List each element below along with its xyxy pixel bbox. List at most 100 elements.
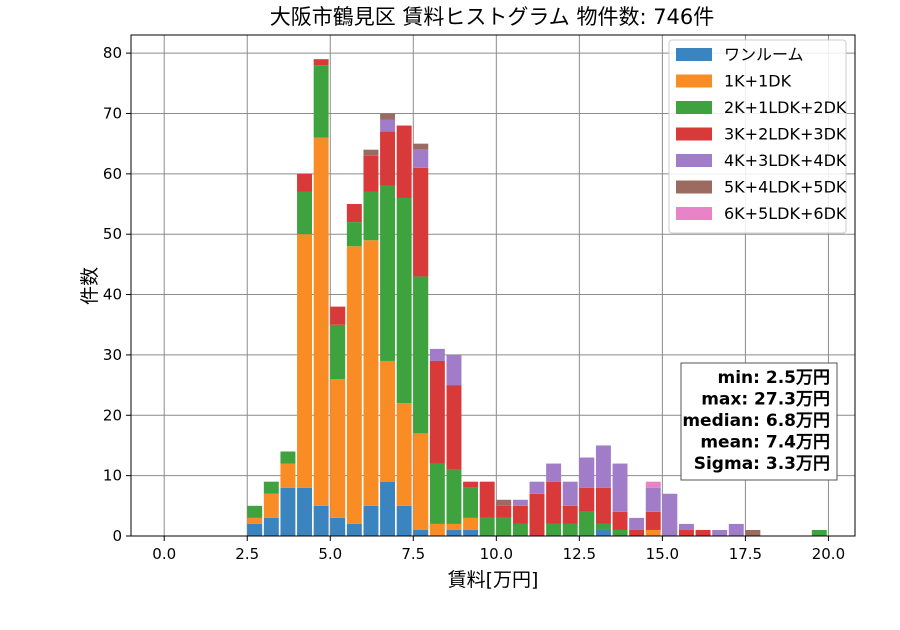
legend-label: 3K+2LDK+3DK	[724, 125, 847, 144]
bar-segment	[446, 354, 462, 386]
bar-segment	[413, 276, 429, 434]
bar-segment	[396, 125, 412, 198]
y-tick-label: 60	[103, 165, 122, 183]
bar-segment	[562, 505, 578, 524]
legend-swatch	[676, 207, 712, 220]
bar-segment	[297, 191, 312, 235]
bar-segment	[330, 517, 346, 536]
bar-segment	[595, 487, 611, 524]
bar-segment	[562, 523, 578, 536]
y-tick-label: 10	[103, 467, 122, 485]
bar-segment	[529, 481, 545, 494]
bar-segment	[629, 529, 645, 536]
bar-segment	[595, 445, 611, 488]
x-axis-label: 賃料[万円]	[448, 569, 539, 591]
x-tick-label: 7.5	[401, 545, 425, 563]
legend-label: 4K+3LDK+4DK	[724, 151, 847, 170]
x-tick-label: 17.5	[729, 545, 762, 563]
bar-segment	[446, 523, 462, 530]
bar-segment	[380, 131, 396, 186]
bar-segment	[297, 173, 312, 192]
bar-segment	[479, 517, 495, 536]
bar-segment	[579, 511, 595, 536]
y-tick-label: 70	[103, 104, 122, 122]
bar-segment	[512, 499, 528, 506]
bar-segment	[512, 505, 528, 524]
bar-segment	[247, 505, 263, 518]
bar-segment	[263, 481, 279, 494]
bar-segment	[645, 529, 661, 536]
legend-swatch	[676, 180, 712, 194]
bar-segment	[496, 505, 512, 518]
bar-segment	[297, 487, 312, 536]
bar-segment	[263, 517, 279, 536]
bar-segment	[695, 529, 711, 536]
legend: ワンルーム 1K+1DK 2K+1LDK+2DK 3K+2LDK+3DK 4K+3LDK…	[668, 39, 847, 234]
bar-segment	[313, 59, 329, 66]
stats-line: mean: 7.4万円	[700, 433, 830, 453]
bar-segment	[330, 306, 346, 325]
stats-line: max: 27.3万円	[701, 390, 830, 410]
bar-segment	[413, 167, 429, 277]
bar-segment	[811, 529, 827, 536]
bars	[247, 59, 827, 536]
bar-segment	[380, 185, 396, 361]
bar-segment	[247, 523, 263, 536]
bar-segment	[546, 463, 562, 482]
bar-segment	[595, 523, 611, 530]
bar-segment	[380, 481, 396, 536]
legend-swatch	[676, 74, 712, 88]
bar-segment	[363, 191, 379, 241]
legend-box	[668, 39, 847, 234]
bar-segment	[413, 143, 429, 150]
x-tick-label: 2.5	[235, 545, 259, 563]
bar-segment	[363, 505, 379, 536]
x-tick-label: 5.0	[318, 545, 342, 563]
bar-segment	[429, 360, 445, 464]
bar-segment	[330, 324, 346, 380]
bar-segment	[579, 457, 595, 488]
bar-segment	[579, 487, 595, 512]
legend-label: 5K+4LDK+5DK	[724, 178, 847, 197]
bar-segment	[446, 529, 462, 536]
bar-segment	[363, 149, 379, 156]
x-axis-ticks: 0.0 2.5 5.0 7.5 10.0 12.5 15.0 17.5 20.0	[152, 536, 845, 563]
legend-swatch	[676, 127, 712, 141]
bar-segment	[313, 505, 329, 536]
bar-segment	[263, 493, 279, 518]
stats-frame	[680, 362, 838, 481]
bar-segment	[463, 517, 479, 530]
bar-segment	[612, 529, 628, 536]
bar-segment	[562, 481, 578, 506]
bar-segment	[396, 505, 412, 536]
bar-segment	[496, 517, 512, 536]
legend-label: 1K+1DK	[724, 72, 792, 91]
bar-segment	[745, 529, 761, 536]
bar-segment	[313, 137, 329, 506]
x-tick-label: 20.0	[812, 545, 845, 563]
y-tick-label: 30	[103, 346, 122, 364]
bar-segment	[446, 469, 462, 524]
bar-segment	[463, 481, 479, 488]
stats-line: median: 6.8万円	[682, 411, 830, 431]
bar-segment	[346, 204, 362, 223]
bar-segment	[463, 529, 479, 536]
y-axis-label: 件数	[79, 267, 101, 305]
legend-label: 6K+5LDK+6DK	[724, 204, 847, 223]
bar-segment	[612, 463, 628, 512]
bar-segment	[678, 523, 694, 530]
bar-segment	[479, 481, 495, 518]
chart-title: 大阪市鶴見区 賃料ヒストグラム 物件数: 746件	[270, 5, 715, 29]
bar-segment	[678, 529, 694, 536]
bar-segment	[546, 523, 562, 536]
bar-segment	[380, 360, 396, 482]
bar-segment	[429, 348, 445, 361]
y-tick-label: 40	[103, 286, 122, 304]
x-tick-label: 12.5	[563, 545, 596, 563]
plot-frame	[130, 34, 856, 537]
bar-segment	[529, 493, 545, 536]
bar-segment	[595, 529, 611, 536]
legend-label: 2K+1LDK+2DK	[724, 98, 847, 117]
y-tick-label: 80	[103, 44, 122, 62]
